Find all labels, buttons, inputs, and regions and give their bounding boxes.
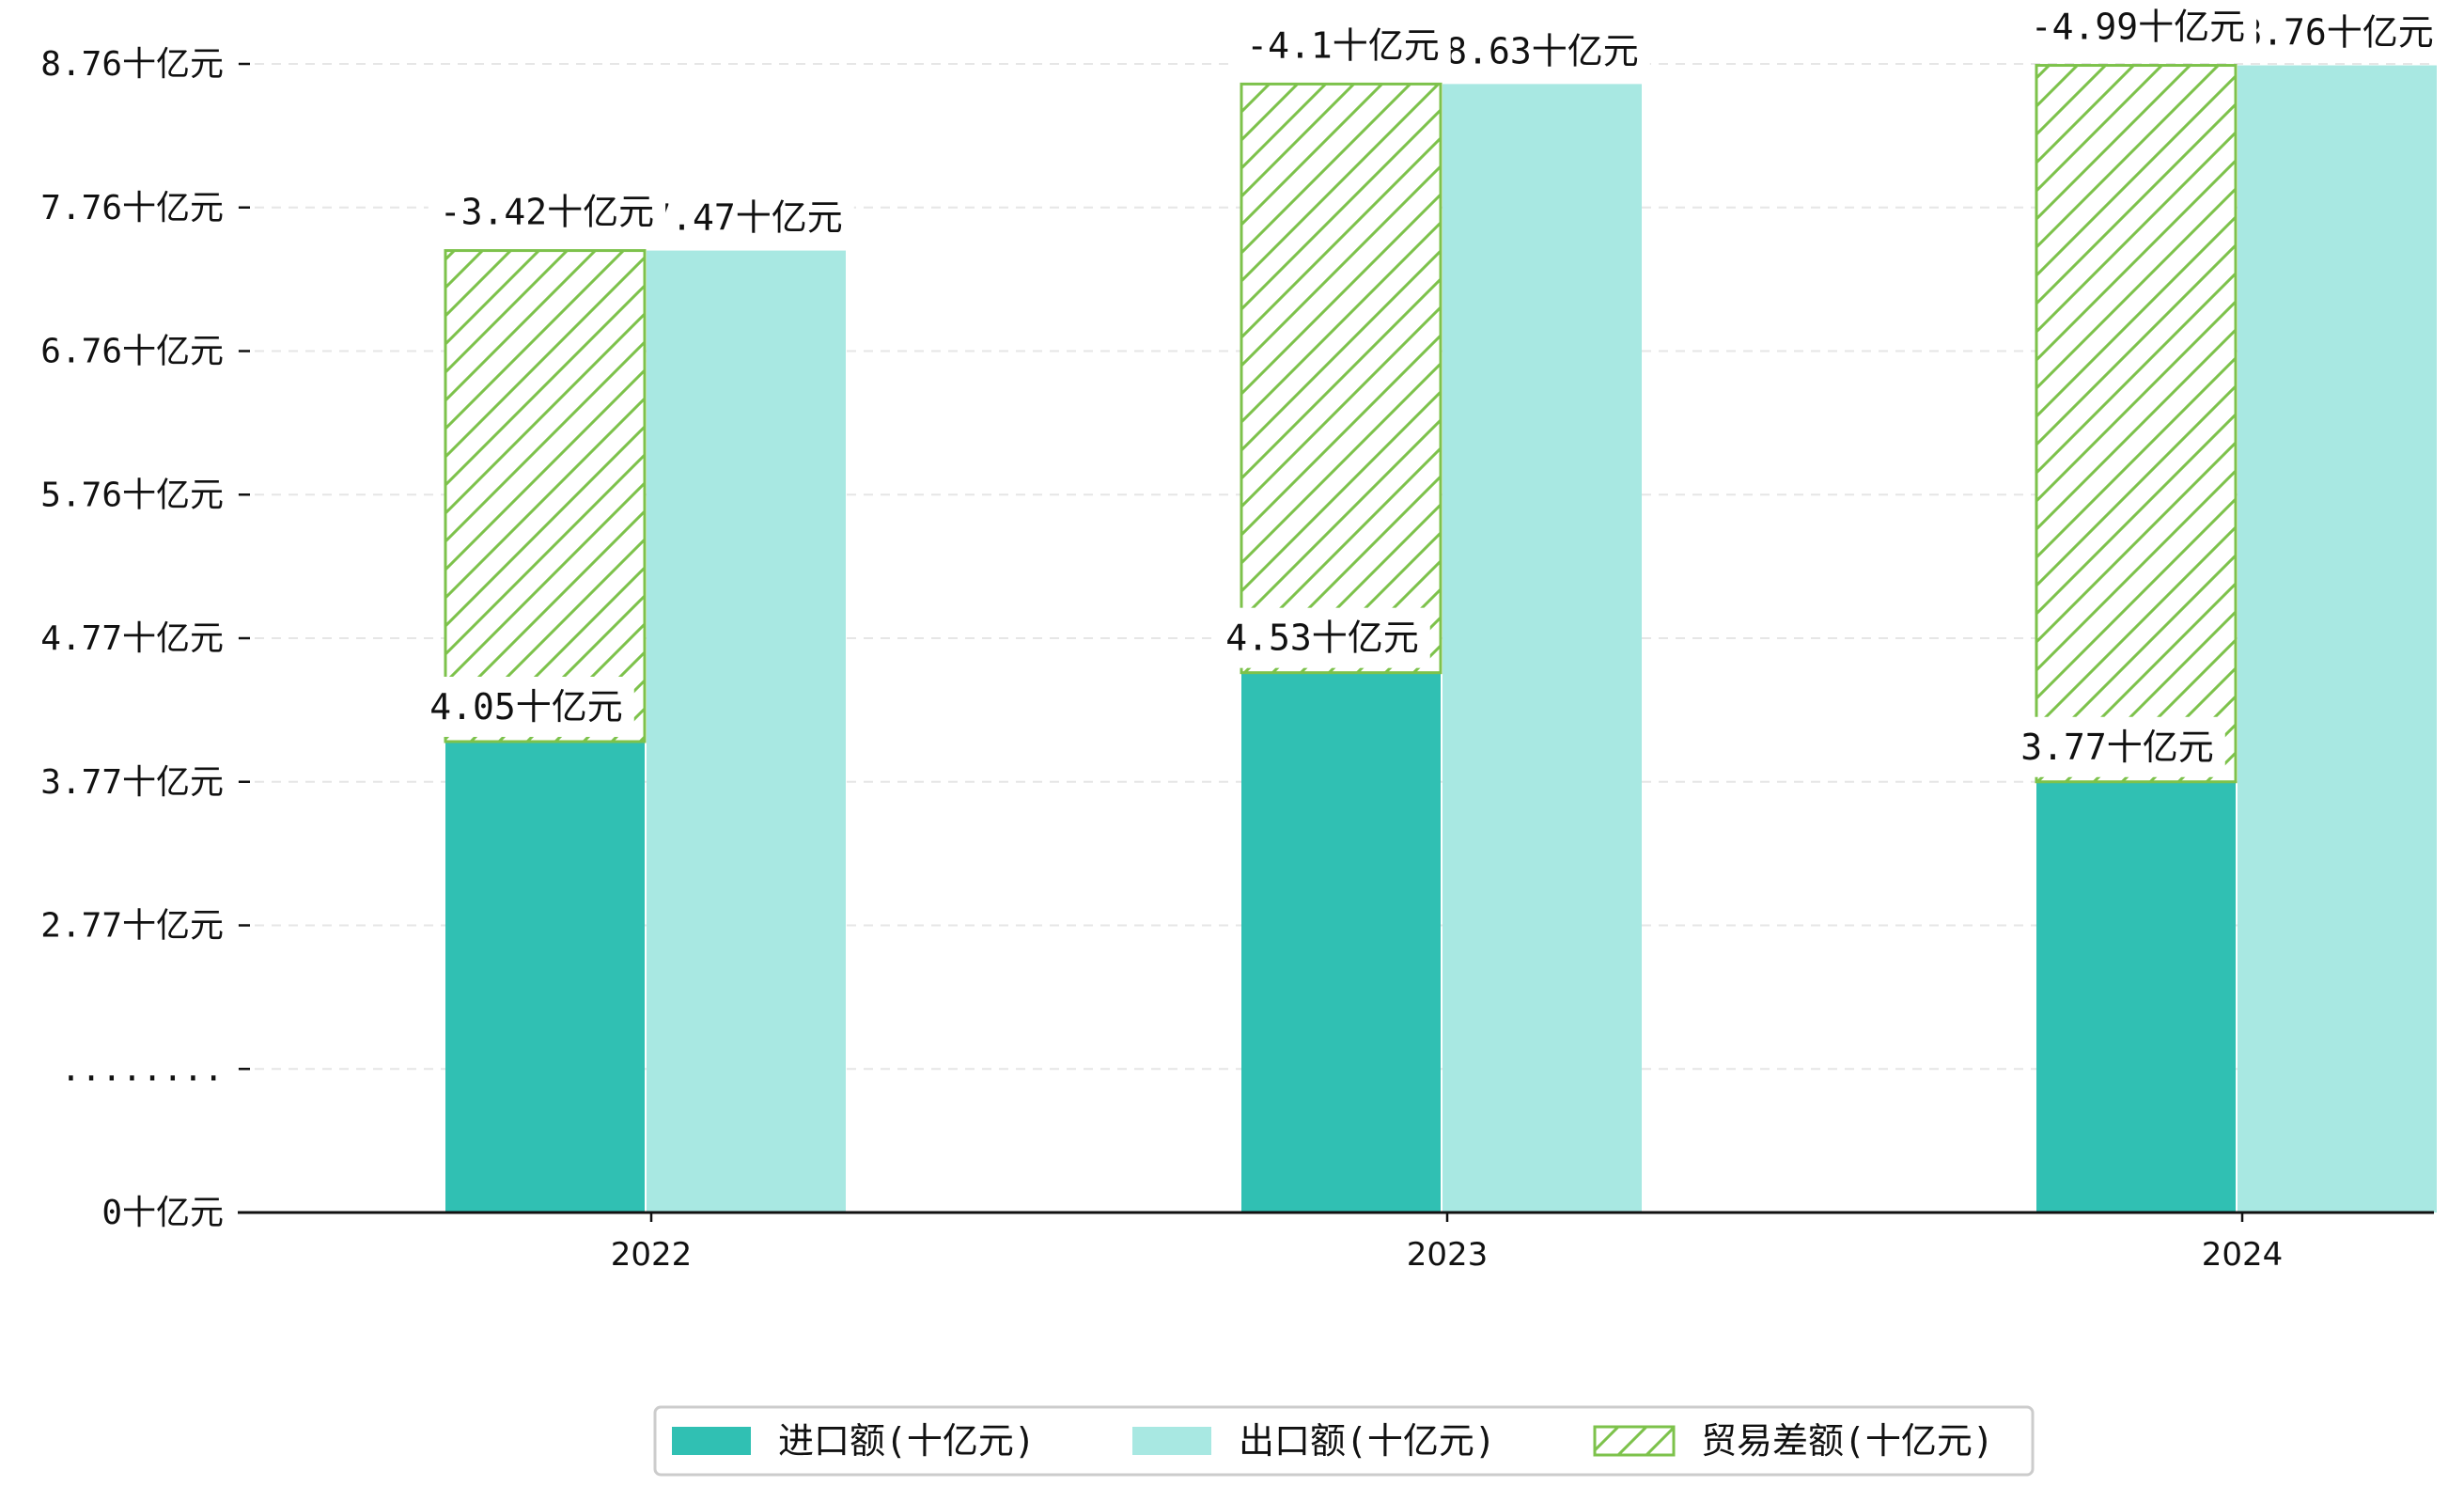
y-tick-label: 3.77十亿元 — [40, 763, 224, 802]
y-tick-label: 5.76十亿元 — [40, 476, 224, 514]
legend-label-exports: 出口额(十亿元) — [1239, 1420, 1496, 1462]
bar-exports-2022 — [647, 250, 846, 1213]
bar-imports-2022 — [445, 741, 645, 1213]
data-label-balance-2024: -4.99十亿元 — [2019, 0, 2257, 57]
legend-swatch-balance — [1593, 1425, 1676, 1457]
y-tick-label: 4.77十亿元 — [40, 619, 224, 658]
data-label-exports-2023-text: 8.63十亿元 — [1445, 30, 1639, 71]
legend-label-imports: 进口额(十亿元) — [778, 1420, 1036, 1462]
x-tick-label-2024: 2024 — [2202, 1236, 2284, 1274]
data-label-imports-2022-text: 4.05十亿元 — [429, 686, 623, 728]
y-tick-label: 6.76十亿元 — [40, 333, 224, 371]
data-label-balance-2023-text: -4.1十亿元 — [1246, 24, 1440, 66]
bar-imports-2024 — [2036, 781, 2236, 1213]
data-label-exports-2022: 7.47十亿元 — [638, 187, 854, 248]
data-label-exports-2022-box — [638, 187, 854, 248]
legend-box — [653, 1405, 2035, 1477]
data-label-balance-2022-text: -3.42十亿元 — [440, 192, 654, 233]
data-label-exports-2024-text: 8.76十亿元 — [2240, 12, 2434, 54]
bar-balance-2024 — [2035, 64, 2238, 784]
bar-imports-2023 — [1241, 672, 1441, 1213]
data-label-imports-2024-text: 3.77十亿元 — [2020, 727, 2214, 768]
legend-swatch-exports — [1132, 1427, 1211, 1455]
y-tick-label: 7.76十亿元 — [40, 189, 224, 227]
axes: 0十亿元........ 2.77十亿元 3.77十亿元 4.77十亿元 5.76十亿元… — [40, 45, 2434, 1274]
data-label-imports-2024: 3.77十亿元 — [2009, 716, 2225, 777]
data-label-imports-2024-box — [2009, 716, 2225, 777]
bars — [444, 64, 2437, 1213]
data-label-imports-2023: 4.53十亿元 — [1214, 607, 1430, 668]
data-label-balance-2022: -3.42十亿元 — [428, 181, 666, 243]
bar-balance-2023 — [1240, 82, 1443, 675]
data-label-balance-2022-box — [428, 181, 666, 243]
data-label-balance-2024-text: -4.99十亿元 — [2031, 7, 2245, 48]
data-label-imports-2022: 4.05十亿元 — [418, 676, 634, 737]
x-tick-label-2023: 2023 — [1407, 1236, 1489, 1274]
data-label-exports-2022-text: 7.47十亿元 — [649, 197, 843, 239]
data-label-imports-2023-box — [1214, 607, 1430, 668]
data-label-imports-2022-box — [418, 676, 634, 737]
x-tick-label-2022: 2022 — [611, 1236, 693, 1274]
y-tick-label: 2.77十亿元 — [40, 907, 224, 946]
legend: 进口额(十亿元) 出口额(十亿元) 贸易差额(十亿元) — [653, 1405, 2035, 1477]
bar-exports-2023 — [1443, 84, 1642, 1213]
data-labels: 4.05十亿元 7.47十亿元-3.42十亿元 4.53十亿元 8.63十亿元-4.1… — [418, 0, 2445, 777]
data-label-balance-2023: -4.1十亿元 — [1235, 15, 1451, 76]
y-tick-label: 8.76十亿元 — [40, 45, 224, 84]
data-label-exports-2023: 8.63十亿元 — [1434, 21, 1650, 82]
y-tick-label: ........ — [61, 1050, 224, 1088]
data-label-balance-2024-box — [2019, 0, 2257, 57]
bar-exports-2024 — [2238, 65, 2437, 1213]
data-label-balance-2023-box — [1235, 15, 1451, 76]
legend-swatch-imports — [672, 1427, 751, 1455]
data-label-exports-2024-box — [2229, 2, 2445, 63]
bar-balance-2022 — [444, 249, 647, 743]
legend-label-balance: 贸易差额(十亿元) — [1701, 1420, 1994, 1462]
data-label-exports-2024: 8.76十亿元 — [2229, 2, 2445, 63]
data-label-imports-2023-text: 4.53十亿元 — [1225, 618, 1419, 659]
data-label-exports-2023-box — [1434, 21, 1650, 82]
y-tick-label: 0十亿元 — [101, 1194, 224, 1232]
